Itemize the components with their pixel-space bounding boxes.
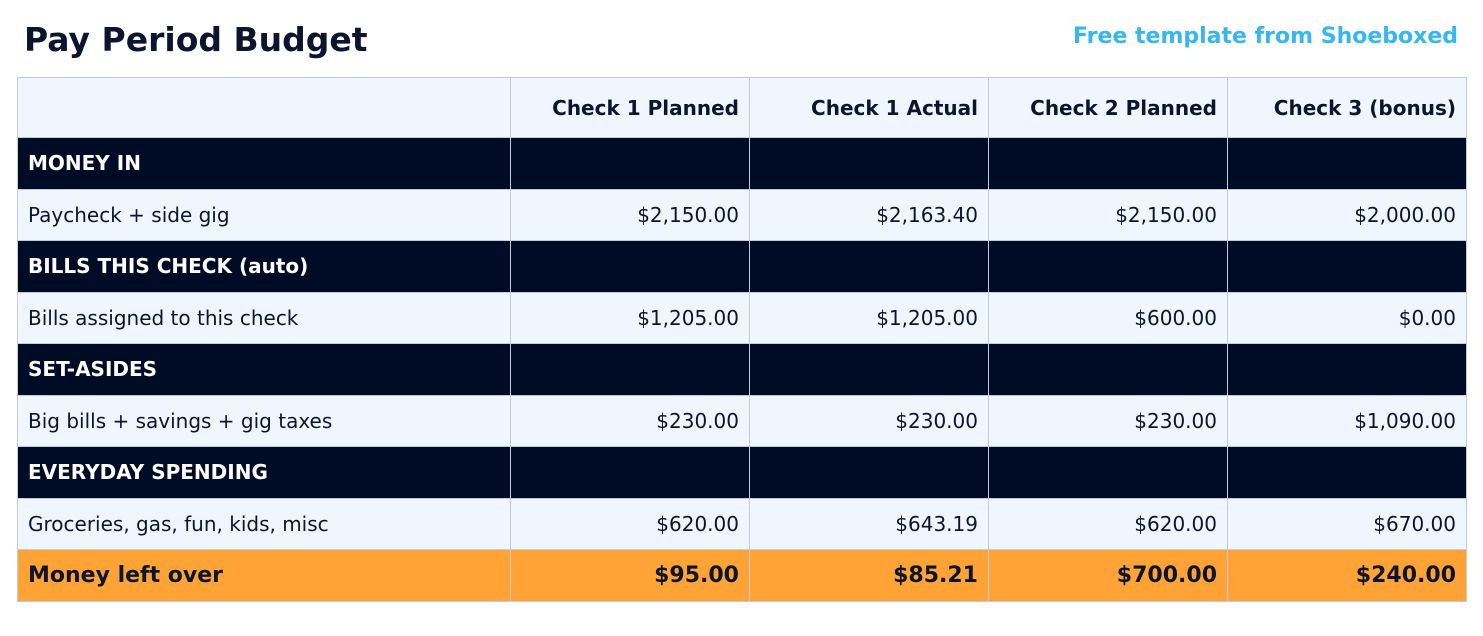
amount-cell: $2,000.00 (1227, 188, 1467, 241)
section-row: EVERYDAY SPENDING (17, 446, 1467, 499)
section-cell (749, 240, 989, 293)
amount-cell: $1,090.00 (1227, 394, 1467, 447)
amount-cell: $620.00 (510, 497, 750, 550)
row-label: Bills assigned to this check (17, 291, 511, 344)
section-cell (988, 240, 1228, 293)
section-cell (510, 240, 750, 293)
section-cell (749, 446, 989, 499)
section-title: SET-ASIDES (17, 343, 511, 396)
header-row: Check 1 Planned Check 1 Actual Check 2 Pla… (17, 77, 1467, 138)
data-row: Big bills + savings + gig taxes $230.00 $2… (17, 394, 1467, 447)
section-row: SET-ASIDES (17, 343, 1467, 396)
amount-cell: $2,150.00 (510, 188, 750, 241)
column-header: Check 3 (bonus) (1227, 77, 1467, 138)
row-label: Paycheck + side gig (17, 188, 511, 241)
column-header: Check 2 Planned (988, 77, 1228, 138)
total-row: Money left over $95.00 $85.21 $700.00 $240.0… (17, 549, 1467, 602)
section-cell (510, 137, 750, 190)
header-cell (17, 77, 511, 138)
section-title: EVERYDAY SPENDING (17, 446, 511, 499)
amount-cell: $1,205.00 (510, 291, 750, 344)
amount-cell: $240.00 (1227, 549, 1467, 602)
template-link[interactable]: Free template from Shoeboxed (1073, 24, 1458, 49)
section-row: BILLS THIS CHECK (auto) (17, 240, 1467, 293)
row-label: Money left over (17, 549, 511, 602)
row-label: Big bills + savings + gig taxes (17, 394, 511, 447)
amount-cell: $600.00 (988, 291, 1228, 344)
section-cell (1227, 240, 1467, 293)
amount-cell: $620.00 (988, 497, 1228, 550)
amount-cell: $2,163.40 (749, 188, 989, 241)
row-label: Groceries, gas, fun, kids, misc (17, 497, 511, 550)
section-cell (1227, 446, 1467, 499)
amount-cell: $1,205.00 (749, 291, 989, 344)
amount-cell: $230.00 (988, 394, 1228, 447)
amount-cell: $700.00 (988, 549, 1228, 602)
section-cell (988, 343, 1228, 396)
section-cell (988, 137, 1228, 190)
amount-cell: $85.21 (749, 549, 989, 602)
amount-cell: $643.19 (749, 497, 989, 550)
section-cell (510, 343, 750, 396)
section-title: MONEY IN (17, 137, 511, 190)
column-header: Check 1 Actual (749, 77, 989, 138)
section-cell (988, 446, 1228, 499)
section-cell (1227, 137, 1467, 190)
section-cell (749, 343, 989, 396)
column-header: Check 1 Planned (510, 77, 750, 138)
data-row: Bills assigned to this check $1,205.00 $1,… (17, 291, 1467, 344)
section-title: BILLS THIS CHECK (auto) (17, 240, 511, 293)
section-cell (510, 446, 750, 499)
section-row: MONEY IN (17, 137, 1467, 190)
data-row: Paycheck + side gig $2,150.00 $2,163.40 $2,… (17, 188, 1467, 241)
data-row: Groceries, gas, fun, kids, misc $620.00 $6… (17, 497, 1467, 550)
amount-cell: $95.00 (510, 549, 750, 602)
section-cell (1227, 343, 1467, 396)
amount-cell: $230.00 (749, 394, 989, 447)
amount-cell: $0.00 (1227, 291, 1467, 344)
section-cell (749, 137, 989, 190)
budget-table: Check 1 Planned Check 1 Actual Check 2 Pla… (17, 77, 1467, 602)
page-title: Pay Period Budget (24, 20, 368, 59)
amount-cell: $2,150.00 (988, 188, 1228, 241)
amount-cell: $670.00 (1227, 497, 1467, 550)
amount-cell: $230.00 (510, 394, 750, 447)
